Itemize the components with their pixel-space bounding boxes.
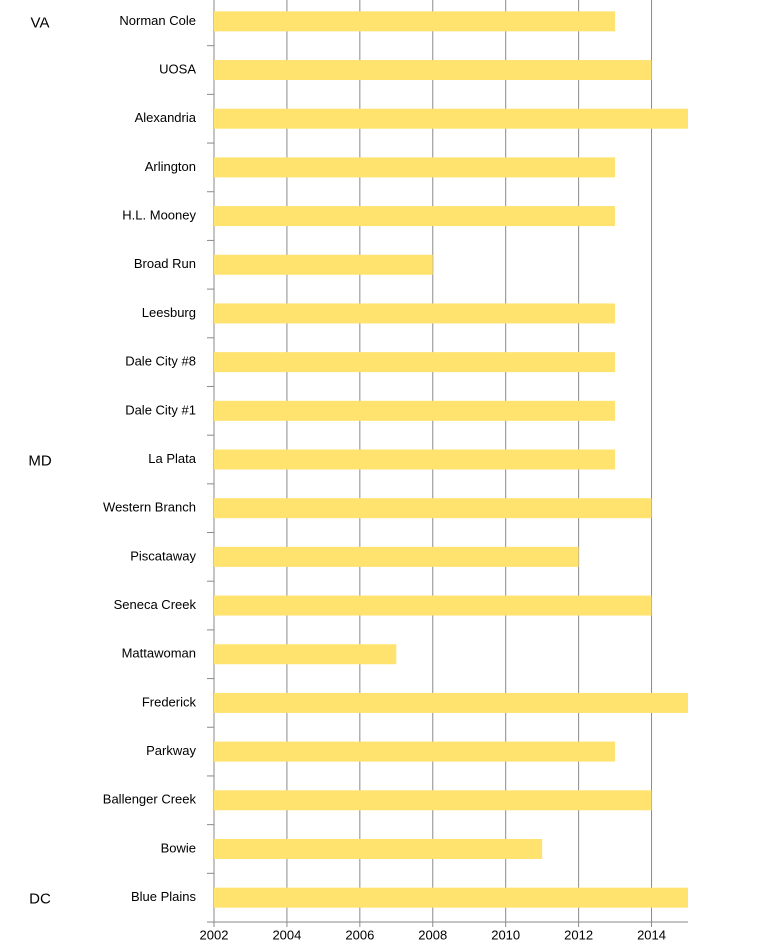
x-tick-label: 2006 xyxy=(345,927,374,942)
y-tick-label: Broad Run xyxy=(134,256,196,271)
state-label: VA xyxy=(31,14,50,31)
x-tick-label: 2014 xyxy=(637,927,666,942)
bar xyxy=(214,644,397,665)
y-tick-label: Alexandria xyxy=(135,110,197,125)
y-tick-label: Ballenger Creek xyxy=(103,792,197,807)
bar xyxy=(214,449,616,470)
y-tick-label: La Plata xyxy=(148,451,196,466)
y-tick-label: Norman Cole xyxy=(119,13,196,28)
y-tick-label: Blue Plains xyxy=(131,889,197,904)
y-tick-label: Dale City #1 xyxy=(125,402,196,417)
bar xyxy=(214,692,688,713)
y-tick-label: Mattawoman xyxy=(122,646,196,661)
state-label: DC xyxy=(29,891,51,908)
bar xyxy=(214,595,652,616)
bar xyxy=(214,108,688,129)
y-tick-label: Seneca Creek xyxy=(114,597,197,612)
y-tick-label: Arlington xyxy=(145,159,196,174)
bar xyxy=(214,741,616,762)
bar xyxy=(214,11,616,32)
y-tick-label: UOSA xyxy=(159,61,196,76)
y-tick-label: Parkway xyxy=(146,743,196,758)
y-tick-label: Dale City #8 xyxy=(125,354,196,369)
bar xyxy=(214,157,616,178)
bar xyxy=(214,400,616,421)
bar xyxy=(214,303,616,324)
x-tick-label: 2004 xyxy=(272,927,301,942)
bar xyxy=(214,60,652,81)
bar xyxy=(214,838,543,859)
y-tick-label: Leesburg xyxy=(142,305,196,320)
y-tick-label: Frederick xyxy=(142,694,197,709)
bar xyxy=(214,790,652,811)
y-tick-label: H.L. Mooney xyxy=(122,208,196,223)
bar xyxy=(214,546,579,567)
bar xyxy=(214,352,616,373)
y-tick-label: Western Branch xyxy=(103,500,196,515)
bar xyxy=(214,254,433,275)
x-tick-label: 2012 xyxy=(564,927,593,942)
x-tick-label: 2002 xyxy=(200,927,229,942)
x-tick-label: 2010 xyxy=(491,927,520,942)
x-tick-label: 2008 xyxy=(418,927,447,942)
y-tick-label: Bowie xyxy=(161,840,196,855)
bar xyxy=(214,498,652,519)
bar xyxy=(214,206,616,227)
y-tick-label: Piscataway xyxy=(130,548,196,563)
state-label: MD xyxy=(28,452,51,469)
bar xyxy=(214,887,688,908)
